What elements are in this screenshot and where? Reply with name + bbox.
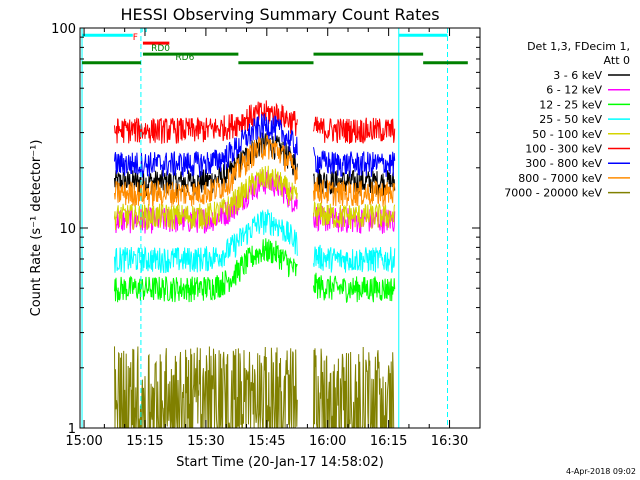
y-tick-label: 1 bbox=[68, 422, 76, 437]
series-line-9 bbox=[114, 346, 395, 428]
legend-label: 25 - 50 keV bbox=[539, 113, 602, 126]
x-tick-label: 15:00 bbox=[65, 434, 102, 449]
x-tick-label: 15:45 bbox=[248, 434, 285, 449]
series-line-4 bbox=[114, 209, 396, 274]
legend-label: 12 - 25 keV bbox=[539, 98, 602, 111]
series-line-6 bbox=[114, 100, 396, 144]
y-axis-label: Count Rate (s⁻¹ detector⁻¹) bbox=[29, 140, 44, 317]
flag-label-F: F bbox=[133, 33, 138, 43]
timestamp: 4-Apr-2018 09:02 bbox=[566, 467, 636, 476]
legend-label: 6 - 12 keV bbox=[546, 84, 602, 97]
plot-area: NF RD0 RD6 bbox=[81, 25, 468, 428]
y-axis: 1 10 100 bbox=[51, 22, 480, 437]
series-line-3 bbox=[114, 238, 396, 304]
series-line-7 bbox=[114, 113, 396, 178]
flag-label-RD6: RD6 bbox=[175, 53, 194, 63]
y-tick-label: 100 bbox=[51, 22, 76, 37]
legend-label: 300 - 800 keV bbox=[525, 157, 602, 170]
x-tick-label: 16:30 bbox=[431, 434, 468, 449]
x-tick-label: 15:30 bbox=[187, 434, 224, 449]
series-line-5 bbox=[114, 165, 396, 231]
y-tick-label: 10 bbox=[59, 222, 76, 237]
legend-label: 50 - 100 keV bbox=[532, 128, 602, 141]
legend-label: 800 - 7000 keV bbox=[518, 172, 602, 185]
legend-label: 100 - 300 keV bbox=[525, 143, 602, 156]
series-line-8 bbox=[114, 134, 396, 208]
chart-title: HESSI Observing Summary Count Rates bbox=[120, 5, 439, 24]
legend-header-2: Att 0 bbox=[604, 54, 630, 67]
x-tick-label: 16:00 bbox=[309, 434, 346, 449]
x-axis-label: Start Time (20-Jan-17 14:58:02) bbox=[176, 455, 384, 470]
x-tick-label: 16:15 bbox=[370, 434, 407, 449]
flag-label-N: N bbox=[141, 25, 148, 35]
legend: Det 1,3, FDecim 1,Att 03 - 6 keV 6 - 12 k… bbox=[504, 40, 630, 200]
legend-header-1: Det 1,3, FDecim 1, bbox=[527, 40, 630, 53]
legend-label: 7000 - 20000 keV bbox=[504, 187, 602, 200]
legend-label: 3 - 6 keV bbox=[553, 69, 602, 82]
x-tick-label: 15:15 bbox=[126, 434, 163, 449]
x-axis: 15:00 15:15 15:30 15:45 16:00 16:15 16:30 bbox=[65, 28, 468, 449]
flag-label-RD0: RD0 bbox=[151, 44, 170, 54]
